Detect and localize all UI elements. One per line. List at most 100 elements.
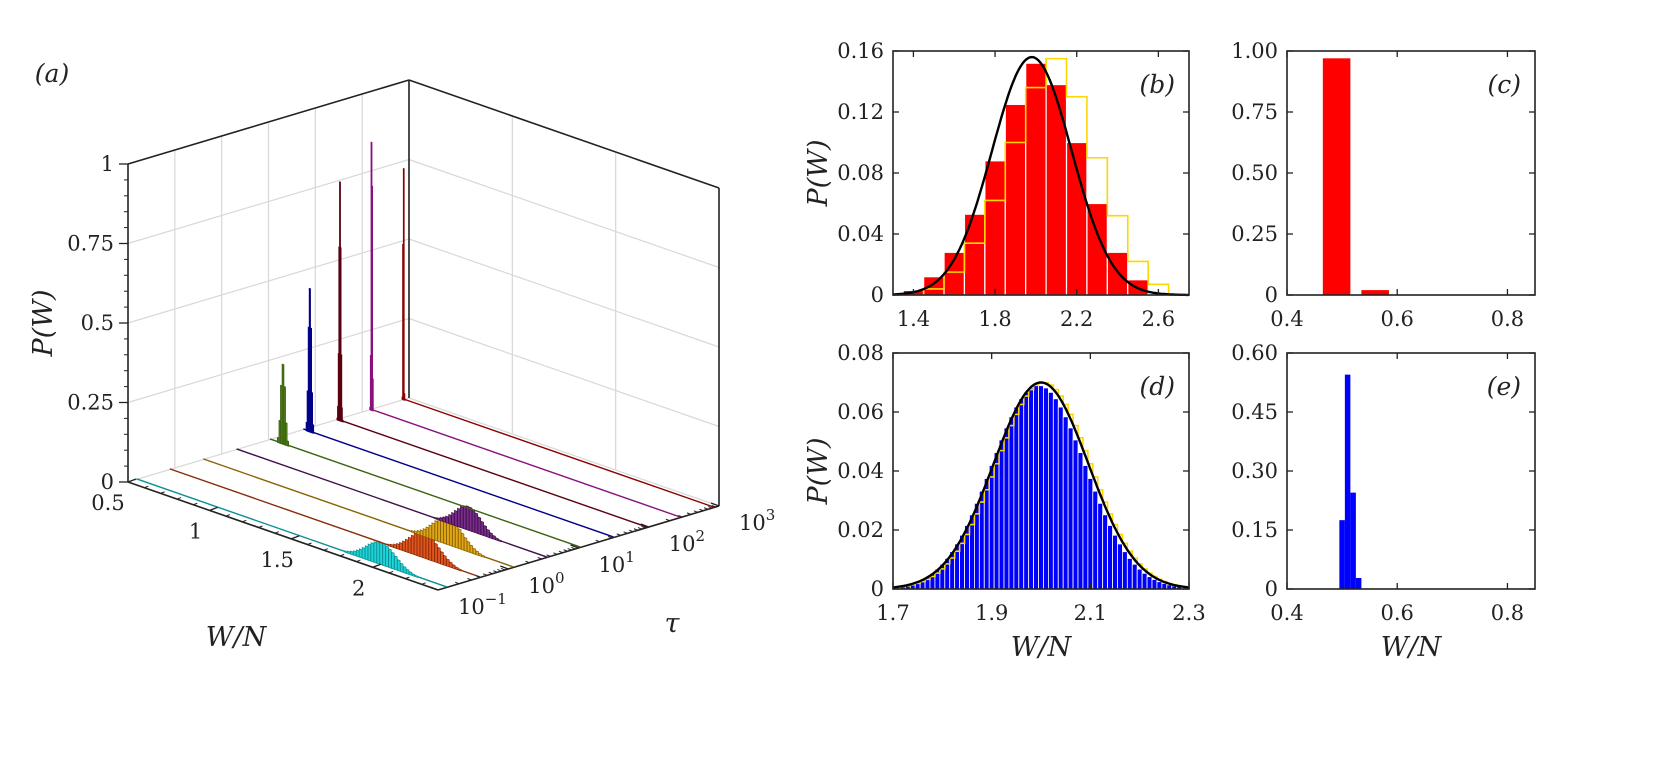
- distribution-bar: [311, 423, 315, 434]
- histogram-bar: [1322, 58, 1351, 295]
- panel-e-histogram: 0.4 0.6 0.8 0 0.15 0.30 0.45 0.60 (e) W/N: [1231, 341, 1536, 663]
- x-tick-label: 2.6: [1142, 307, 1175, 331]
- y-tick-label: 0: [1265, 283, 1278, 307]
- histogram-bar: [1141, 572, 1148, 590]
- x-tick-label: 0.4: [1270, 307, 1303, 331]
- y-minor-tick: [665, 518, 671, 522]
- grid-line: [408, 158, 720, 269]
- panel-b-histogram: 1.4 1.8 2.2 2.6 0 0.04 0.08 0.12 0.16 (b) P(W): [803, 39, 1190, 331]
- distribution-bar: [341, 419, 344, 423]
- histogram-bar: [1004, 103, 1027, 296]
- y-minor-tick: [637, 527, 643, 530]
- y-minor-tick: [497, 569, 502, 572]
- y-minor-tick: [708, 506, 713, 509]
- distribution-bar: [469, 544, 474, 554]
- panel-label: (d): [1139, 372, 1175, 401]
- y-minor-tick: [678, 515, 683, 518]
- distribution-bar: [449, 561, 453, 569]
- histogram-bar: [1122, 551, 1128, 590]
- tick-base: 10: [599, 553, 626, 577]
- histogram-bar: [923, 276, 945, 296]
- distribution-bar: [480, 520, 484, 537]
- histogram-bar: [1156, 581, 1163, 590]
- histogram-bar: [1107, 525, 1113, 590]
- z-tick-label: 0: [101, 470, 114, 494]
- distribution-bar: [457, 507, 461, 528]
- histogram-bar: [1097, 502, 1104, 590]
- y-minor-tick: [699, 508, 704, 512]
- x-tick-label: 0.8: [1491, 307, 1524, 331]
- series-baseline: [403, 398, 714, 508]
- histogram-bar: [1117, 543, 1123, 590]
- x-tick-label: 0.6: [1381, 307, 1414, 331]
- histogram-bar: [1077, 452, 1084, 590]
- y-minor-tick: [623, 531, 628, 534]
- y-minor-tick: [553, 552, 558, 555]
- series-baseline: [336, 418, 647, 528]
- distribution-bar: [439, 517, 443, 522]
- distribution-bar: [371, 185, 373, 412]
- distribution-bar: [433, 516, 437, 520]
- grid-line: [408, 397, 720, 507]
- y-tick-label: 0.08: [837, 161, 884, 185]
- distribution-bar: [422, 528, 427, 538]
- distribution-bar: [434, 520, 438, 542]
- x-tick-label: 0.8: [1491, 601, 1524, 625]
- distribution-bar: [353, 550, 357, 557]
- fit-curve: [892, 381, 1190, 589]
- y-minor-tick: [493, 570, 498, 573]
- y-minor-tick: [633, 528, 639, 531]
- y-minor-tick: [616, 533, 621, 536]
- tick-exponent: −1: [485, 590, 507, 608]
- histogram-bar: [1102, 514, 1108, 590]
- series-baseline: [303, 428, 614, 538]
- z-tick-label: 0.75: [67, 232, 114, 256]
- axis-edge: [127, 481, 439, 591]
- x-tick-label: 1.9: [975, 601, 1008, 625]
- distribution-bar: [388, 548, 392, 569]
- histogram-bar: [1025, 62, 1047, 296]
- tick-exponent: 1: [625, 548, 635, 566]
- y-tick-label: 0.16: [837, 39, 884, 63]
- y-tick-label: 0: [871, 283, 884, 307]
- distribution-bar: [396, 543, 400, 550]
- distribution-bar: [465, 505, 470, 531]
- y-minor-tick: [686, 512, 692, 515]
- distribution-bar: [403, 392, 406, 401]
- distribution-bar: [437, 546, 441, 565]
- x-axis-label: W/N: [1381, 632, 1443, 663]
- x-minor-tick: [356, 559, 361, 563]
- x-tick-label: 0.5: [91, 491, 124, 515]
- z-axis-label: P(W): [28, 290, 59, 358]
- y-tick-label: 0.12: [837, 100, 884, 124]
- distribution-bar: [428, 535, 432, 562]
- y-minor-tick: [467, 578, 472, 581]
- y-minor-tick: [537, 557, 542, 560]
- distribution-bar: [390, 543, 394, 548]
- x-minor-tick: [160, 491, 165, 494]
- distribution-bar: [397, 559, 401, 572]
- z-tick-label: 0.25: [67, 391, 114, 415]
- distribution-bar: [408, 571, 413, 576]
- y-minor-tick: [476, 575, 481, 578]
- distribution-bar: [436, 517, 440, 521]
- y-tick-label: 0.60: [1231, 341, 1278, 365]
- x-minor-tick: [242, 519, 247, 523]
- x-minor-tick: [388, 570, 394, 574]
- distribution-bar: [400, 562, 404, 573]
- y-tick: [570, 544, 579, 549]
- panel-label: (a): [35, 59, 69, 88]
- distribution-bar: [474, 512, 479, 535]
- distribution-bar: [416, 529, 421, 536]
- distribution-bar: [477, 516, 482, 536]
- histogram-bar: [1028, 387, 1034, 590]
- distribution-bar: [483, 525, 487, 538]
- distribution-bar: [364, 545, 369, 561]
- distribution-bar: [373, 541, 377, 564]
- distribution-bar: [495, 537, 499, 542]
- distribution-bar: [425, 526, 430, 539]
- histogram-bar: [963, 213, 986, 296]
- histogram-bar: [1344, 374, 1351, 589]
- y-tick-label: 101: [599, 548, 635, 577]
- z-tick-label: 0.5: [81, 311, 114, 335]
